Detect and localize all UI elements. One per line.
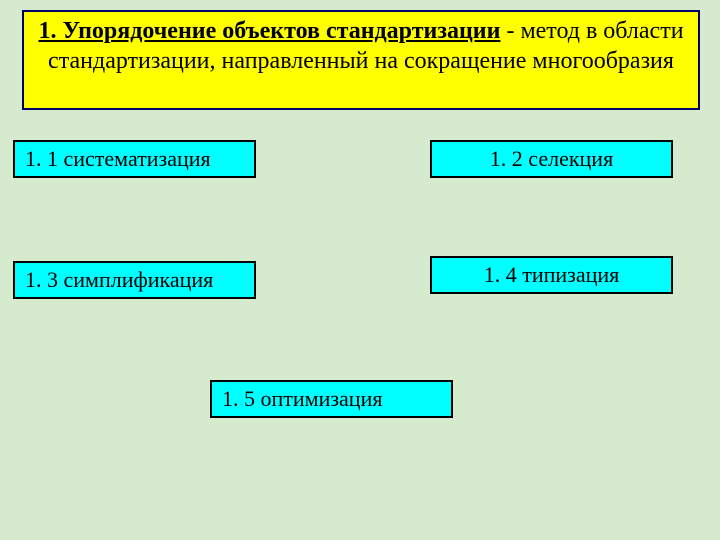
header-title-main: 1. Упорядочение объектов стандартизации xyxy=(38,18,500,44)
item-box-1-5: 1. 5 оптимизация xyxy=(210,380,453,418)
item-label: 1. 4 типизация xyxy=(484,262,620,288)
item-box-1-3: 1. 3 симплификация xyxy=(13,261,256,299)
item-label: 1. 2 селекция xyxy=(490,146,613,172)
item-label: 1. 1 систематизация xyxy=(25,146,211,172)
item-box-1-4: 1. 4 типизация xyxy=(430,256,673,294)
item-box-1-2: 1. 2 селекция xyxy=(430,140,673,178)
item-label: 1. 5 оптимизация xyxy=(222,386,382,412)
header-box: 1. Упорядочение объектов стандартизации … xyxy=(22,10,700,110)
item-box-1-1: 1. 1 систематизация xyxy=(13,140,256,178)
item-label: 1. 3 симплификация xyxy=(25,267,213,293)
